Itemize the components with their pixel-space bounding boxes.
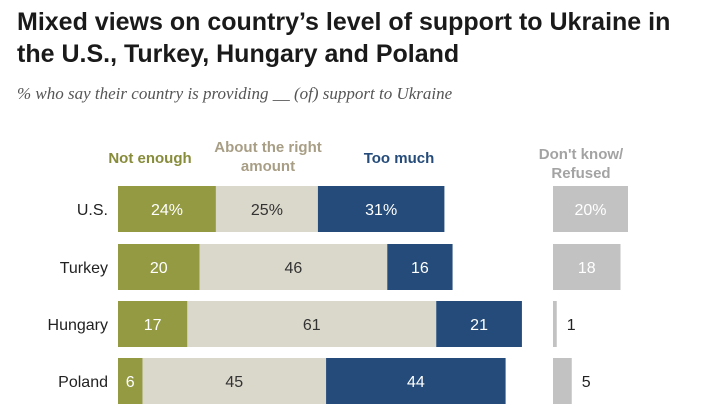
bar-turkey-too-much [387,244,453,290]
bar-hungary-not-enough [118,301,188,347]
legend-about-right: About the right amount [195,138,341,176]
data-label-turkey-dont-know: 18 [578,260,596,277]
bar-turkey-dont-know [553,244,621,290]
data-label-poland-too-much: 44 [407,374,425,391]
bar-us-too-much [317,186,445,232]
bar-poland-too-much [326,358,506,404]
data-label-poland-not-enough: 6 [126,374,135,391]
bar-us-not-enough [118,186,216,232]
data-label-turkey-too-much: 16 [411,260,429,277]
bar-hungary-too-much [436,301,522,347]
data-label-turkey-about-the-right-amount: 46 [285,260,303,277]
data-label-hungary-too-much: 21 [470,317,488,334]
bar-poland-not-enough [118,358,143,404]
bar-hungary-dont-know [553,301,557,347]
legend-dont-know-line2: Refused [551,165,611,182]
data-label-poland-dont-know: 5 [582,374,591,391]
category-label-poland: Poland [58,374,108,391]
bar-hungary-about-the-right-amount [187,301,437,347]
bar-us-about-the-right-amount [215,186,318,232]
legend-too-much: Too much [344,149,454,168]
data-label-hungary-about-the-right-amount: 61 [303,317,321,334]
category-label-us: U.S. [77,202,108,219]
data-label-us-dont-know: 20% [574,202,606,219]
chart-title: Mixed views on country’s level of suppor… [17,8,671,68]
legend-not-enough: Not enough [96,149,204,168]
legend-too-much-label: Too much [363,150,435,167]
category-label-turkey: Turkey [60,260,108,277]
legend-about-right-line1: About the right [214,139,322,156]
legend-not-enough-label: Not enough [108,150,192,167]
bar-poland-dont-know [553,358,572,404]
data-label-us-too-much: 31% [365,202,397,219]
legend-about-right-line2: amount [240,158,296,175]
legend-dont-know-line1: Don't know/ [538,146,624,163]
data-label-us-about-the-right-amount: 25% [251,202,283,219]
data-label-poland-about-the-right-amount: 45 [225,374,243,391]
category-label-hungary: Hungary [48,317,108,334]
legend-dont-know: Don't know/ Refused [512,145,650,183]
bar-turkey-not-enough [118,244,200,290]
bar-turkey-about-the-right-amount [199,244,388,290]
bar-us-dont-know [553,186,628,232]
data-label-hungary-dont-know: 1 [567,317,576,334]
data-label-us-not-enough: 24% [151,202,183,219]
bar-poland-about-the-right-amount [142,358,327,404]
chart-subtitle: % who say their country is providing __ … [17,84,453,103]
data-label-turkey-not-enough: 20 [150,260,168,277]
data-label-hungary-not-enough: 17 [144,317,162,334]
